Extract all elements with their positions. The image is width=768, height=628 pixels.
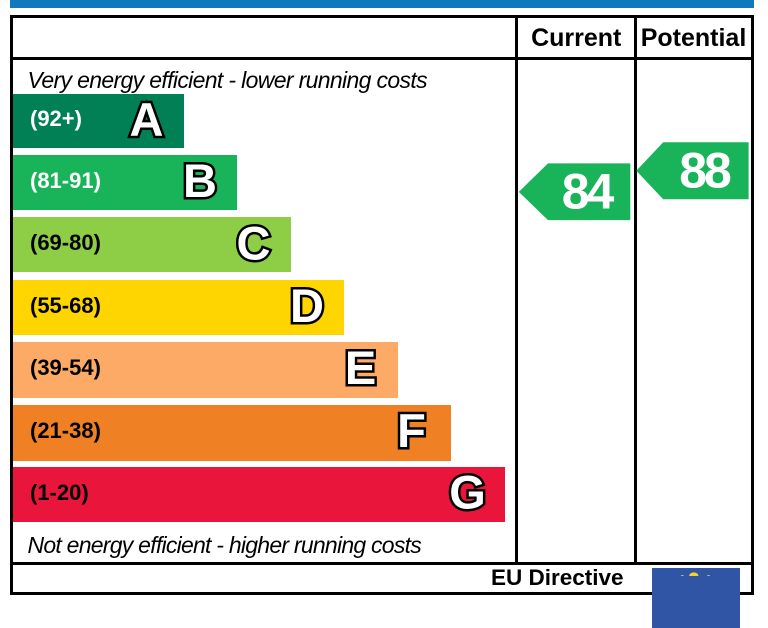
svg-text:G: G [449,466,486,519]
svg-text:A: A [130,93,164,146]
svg-text:E: E [345,341,376,394]
svg-text:88: 88 [679,143,731,199]
svg-text:B: B [183,154,217,207]
svg-text:84: 84 [562,164,615,220]
svg-text:F: F [397,404,426,457]
svg-text:D: D [290,279,324,332]
svg-text:C: C [237,216,271,269]
